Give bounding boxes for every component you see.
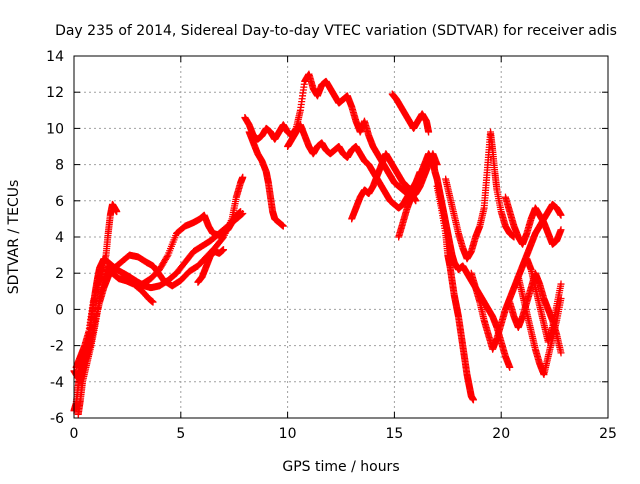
y-tick-label: -4 bbox=[50, 375, 64, 391]
y-tick-label: -6 bbox=[50, 411, 64, 427]
data-point-marker bbox=[279, 222, 287, 230]
satellite-arc-5 bbox=[138, 208, 245, 288]
y-tick-label: 8 bbox=[55, 158, 64, 174]
satellite-arc-14 bbox=[442, 128, 518, 263]
x-tick-label: 20 bbox=[492, 426, 510, 442]
y-tick-label: 14 bbox=[46, 49, 64, 65]
grid-lines bbox=[74, 56, 608, 418]
data-point-marker bbox=[506, 363, 514, 371]
x-tick-label: 15 bbox=[385, 426, 403, 442]
satellite-arc-9 bbox=[284, 121, 424, 212]
data-point-marker bbox=[113, 208, 121, 216]
plot-frame bbox=[73, 55, 609, 419]
x-tick-label: 25 bbox=[599, 426, 617, 442]
data-point-marker bbox=[237, 208, 245, 216]
data-points bbox=[70, 70, 565, 418]
y-axis-label: SDTVAR / TECUs bbox=[6, 180, 22, 295]
data-point-marker bbox=[163, 253, 171, 261]
data-point-marker bbox=[425, 128, 433, 136]
satellite-arc-16 bbox=[501, 193, 565, 248]
data-point-marker bbox=[557, 349, 565, 357]
satellite-arc-3 bbox=[70, 173, 247, 382]
y-tick-label: -2 bbox=[50, 339, 64, 355]
y-tick-label: 0 bbox=[55, 302, 64, 318]
satellite-arc-12 bbox=[395, 150, 514, 371]
y-tick-label: 12 bbox=[46, 85, 64, 101]
x-tick-label: 10 bbox=[279, 426, 297, 442]
satellite-arc-17 bbox=[506, 269, 565, 357]
satellite-arc-19 bbox=[523, 255, 565, 346]
data-point-marker bbox=[469, 396, 477, 404]
satellite-arc-13 bbox=[433, 182, 477, 404]
data-point-marker bbox=[239, 173, 247, 181]
axis-ticks: 0 5 10 15 20 25 -6 -4 -2 0 2 4 6 8 10 12 14 bbox=[46, 49, 617, 442]
x-axis-label: GPS time / hours bbox=[282, 459, 399, 475]
chart-title: Day 235 of 2014, Sidereal Day-to-day VTE… bbox=[55, 23, 617, 39]
data-point-marker bbox=[220, 246, 228, 254]
data-point-marker bbox=[557, 280, 565, 288]
data-point-marker bbox=[557, 226, 565, 234]
x-tick-label: 5 bbox=[176, 426, 185, 442]
x-tick-label: 0 bbox=[70, 426, 79, 442]
y-tick-label: 2 bbox=[55, 266, 64, 282]
satellite-arc-11 bbox=[388, 90, 433, 136]
satellite-arc-4 bbox=[74, 262, 157, 418]
y-tick-label: 6 bbox=[55, 194, 64, 210]
y-tick-label: 10 bbox=[46, 121, 64, 137]
data-point-marker bbox=[149, 298, 157, 306]
satellite-arc-6 bbox=[194, 246, 228, 286]
data-point-marker bbox=[557, 211, 565, 219]
y-tick-label: 4 bbox=[55, 230, 64, 246]
satellite-arc-8 bbox=[245, 128, 287, 230]
